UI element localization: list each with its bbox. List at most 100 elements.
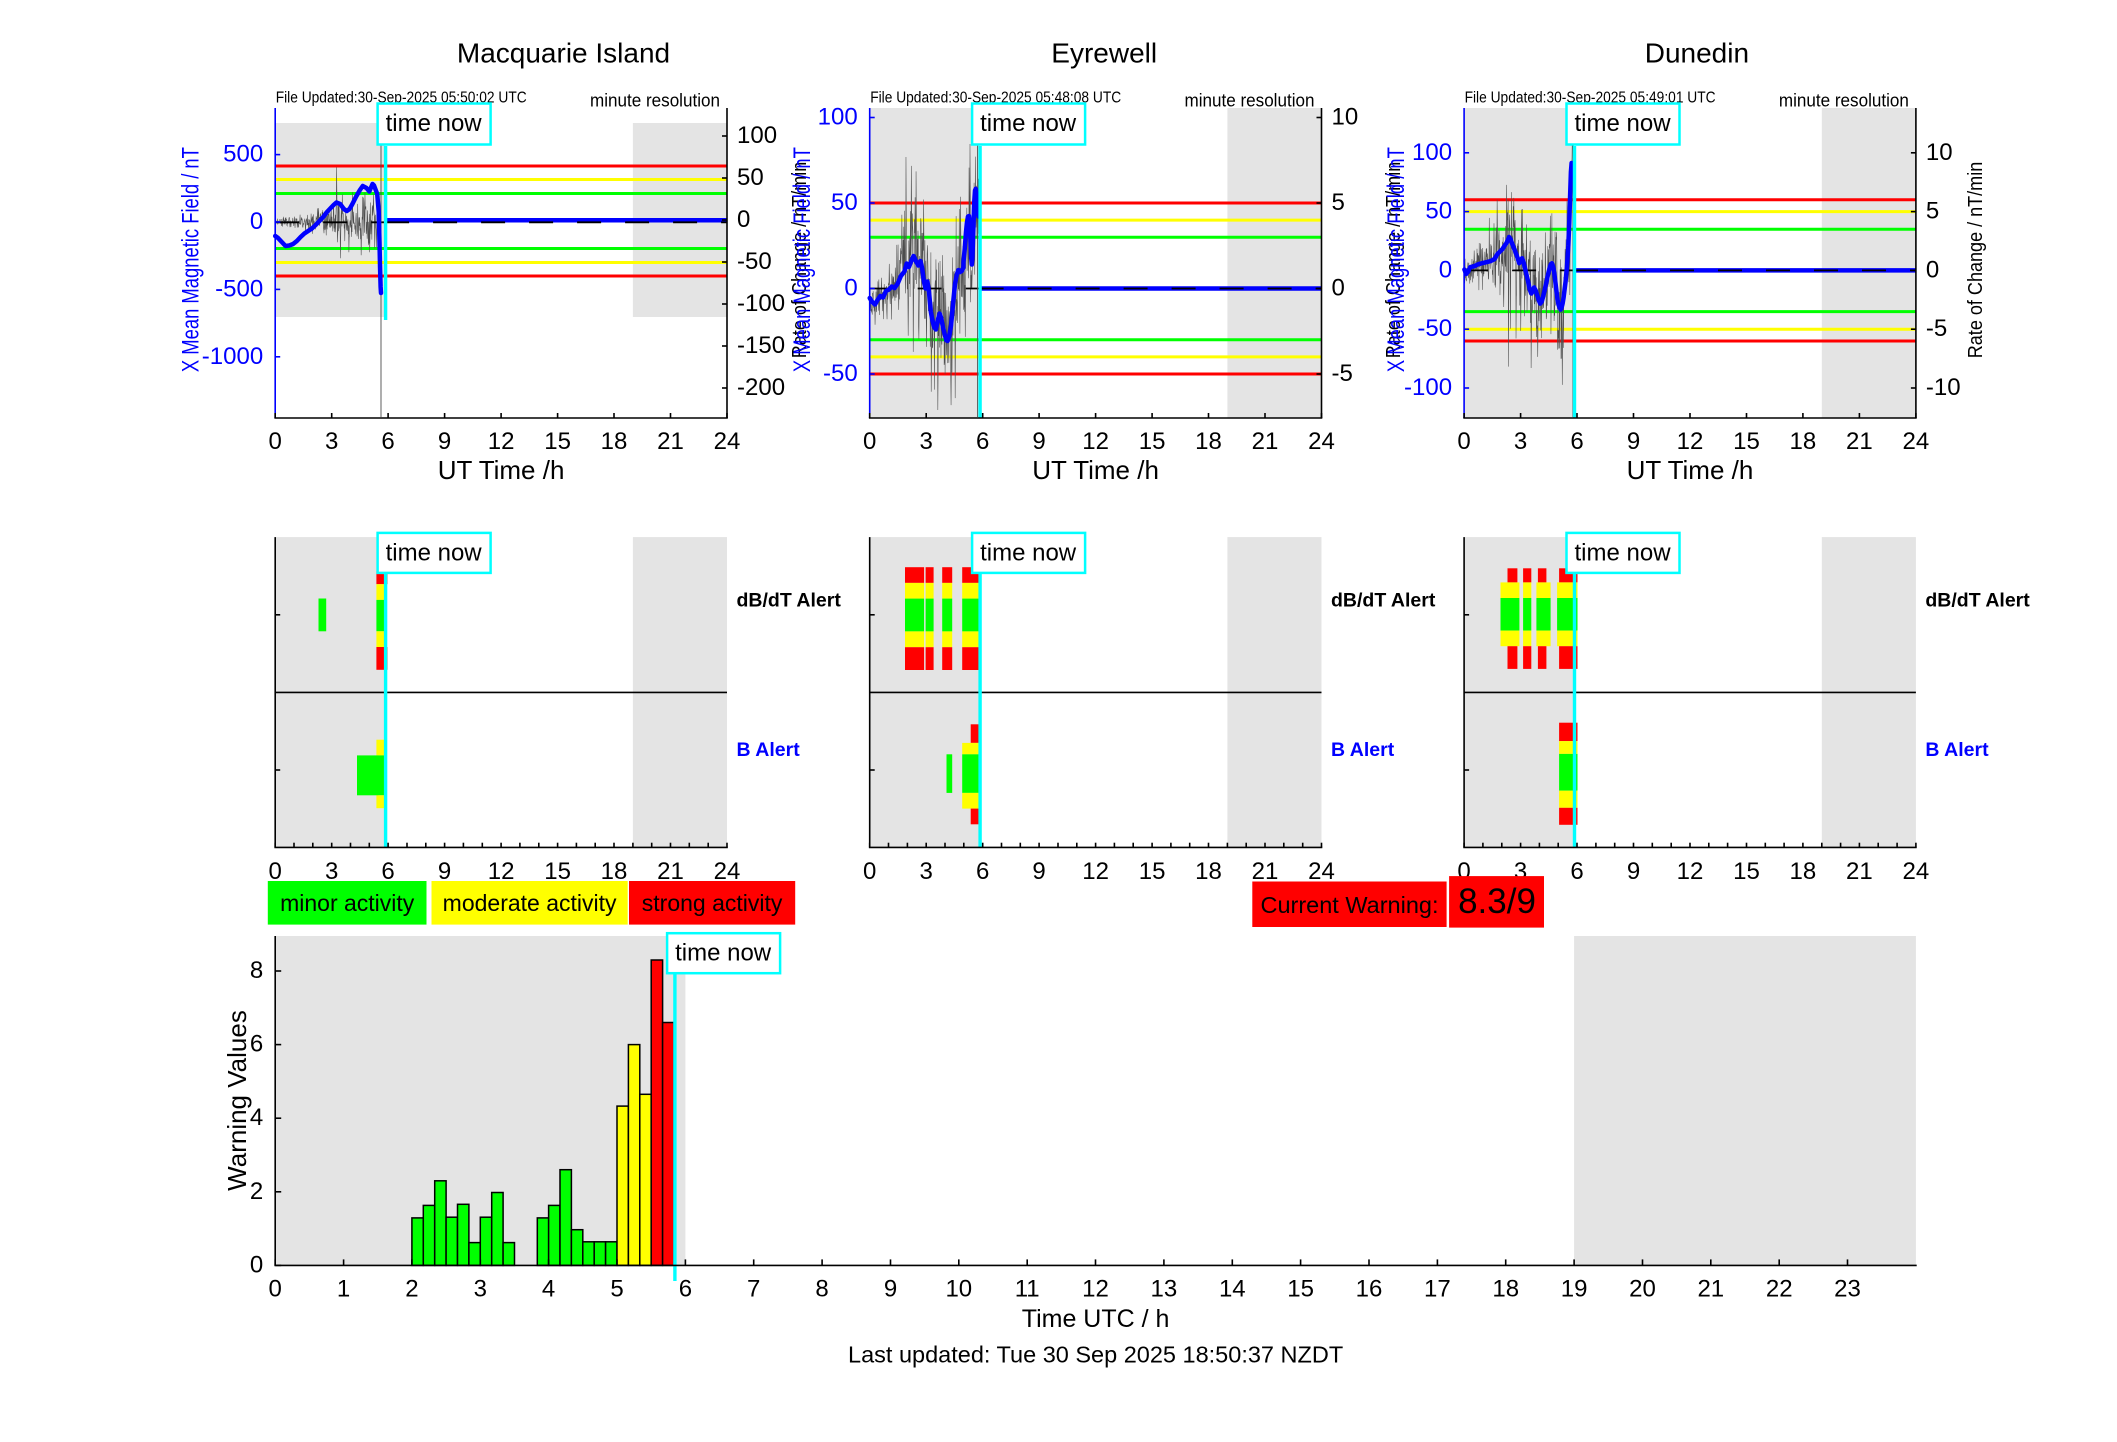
svg-text:23: 23 [1834, 1276, 1861, 1303]
svg-text:UT Time /h: UT Time /h [438, 455, 565, 485]
svg-text:15: 15 [1139, 858, 1166, 885]
svg-text:UT Time /h: UT Time /h [1032, 455, 1159, 485]
svg-text:8.3/9: 8.3/9 [1458, 882, 1536, 921]
svg-text:-10: -10 [1926, 374, 1961, 401]
svg-text:24: 24 [1308, 428, 1335, 455]
svg-text:8: 8 [815, 1276, 828, 1303]
svg-text:time now: time now [980, 539, 1077, 566]
svg-text:12: 12 [488, 428, 515, 455]
svg-text:50: 50 [831, 189, 858, 216]
svg-text:21: 21 [1697, 1276, 1724, 1303]
svg-text:-100: -100 [1404, 374, 1452, 401]
svg-text:21: 21 [657, 428, 684, 455]
svg-text:6: 6 [1570, 858, 1583, 885]
svg-text:13: 13 [1151, 1276, 1178, 1303]
svg-text:20: 20 [1629, 1276, 1656, 1303]
svg-text:minor activity: minor activity [280, 890, 415, 916]
svg-text:6: 6 [976, 858, 989, 885]
svg-text:-200: -200 [737, 374, 785, 401]
svg-text:24: 24 [1308, 858, 1335, 885]
svg-text:Rate of Change / nT/min: Rate of Change / nT/min [1383, 162, 1405, 359]
svg-text:-50: -50 [737, 248, 772, 275]
svg-text:18: 18 [1195, 428, 1222, 455]
svg-text:17: 17 [1424, 1276, 1451, 1303]
svg-text:100: 100 [1412, 139, 1452, 166]
svg-text:18: 18 [601, 428, 628, 455]
svg-text:B Alert: B Alert [1925, 739, 1989, 761]
svg-text:-5: -5 [1926, 315, 1947, 342]
svg-text:10: 10 [1926, 139, 1953, 166]
svg-text:15: 15 [544, 858, 571, 885]
svg-text:22: 22 [1766, 1276, 1793, 1303]
svg-text:24: 24 [714, 858, 741, 885]
svg-text:0: 0 [844, 275, 857, 302]
svg-text:9: 9 [438, 428, 451, 455]
svg-text:18: 18 [601, 858, 628, 885]
svg-text:-150: -150 [737, 332, 785, 359]
svg-text:Time UTC / h: Time UTC / h [1022, 1305, 1170, 1333]
svg-text:21: 21 [1252, 428, 1279, 455]
svg-text:0: 0 [250, 208, 263, 235]
svg-text:15: 15 [1287, 1276, 1314, 1303]
svg-text:Macquarie Island: Macquarie Island [457, 38, 670, 69]
svg-text:dB/dT Alert: dB/dT Alert [737, 590, 842, 612]
svg-text:12: 12 [1082, 428, 1109, 455]
svg-text:B Alert: B Alert [737, 739, 801, 761]
svg-text:6: 6 [381, 428, 394, 455]
svg-text:0: 0 [269, 858, 282, 885]
svg-text:dB/dT Alert: dB/dT Alert [1331, 590, 1436, 612]
svg-text:12: 12 [488, 858, 515, 885]
svg-text:time now: time now [386, 110, 483, 137]
svg-text:-50: -50 [823, 360, 858, 387]
svg-text:-50: -50 [1417, 315, 1452, 342]
svg-text:5: 5 [1332, 189, 1345, 216]
svg-text:X Mean Magnetic Field / nT: X Mean Magnetic Field / nT [1383, 147, 1410, 372]
svg-text:8: 8 [250, 957, 263, 984]
svg-text:15: 15 [544, 428, 571, 455]
svg-text:Dunedin: Dunedin [1645, 38, 1749, 69]
svg-text:0: 0 [250, 1251, 263, 1278]
svg-text:21: 21 [657, 858, 684, 885]
svg-text:3: 3 [325, 428, 338, 455]
svg-text:10: 10 [945, 1276, 972, 1303]
svg-text:time now: time now [1575, 539, 1672, 566]
svg-text:6: 6 [1570, 428, 1583, 455]
svg-text:9: 9 [1627, 858, 1640, 885]
svg-text:5: 5 [610, 1276, 623, 1303]
svg-text:0: 0 [269, 1276, 282, 1303]
svg-text:10: 10 [1332, 104, 1359, 131]
svg-text:0: 0 [1926, 256, 1939, 283]
svg-text:5: 5 [1926, 198, 1939, 225]
svg-text:time now: time now [980, 110, 1077, 137]
svg-text:-500: -500 [215, 275, 263, 302]
svg-text:12: 12 [1677, 428, 1704, 455]
svg-text:100: 100 [818, 104, 858, 131]
svg-text:Eyrewell: Eyrewell [1051, 38, 1157, 69]
svg-text:9: 9 [1032, 428, 1045, 455]
svg-text:21: 21 [1846, 428, 1873, 455]
svg-text:B Alert: B Alert [1331, 739, 1395, 761]
svg-text:11: 11 [1015, 1276, 1040, 1303]
svg-text:18: 18 [1195, 858, 1222, 885]
svg-text:0: 0 [269, 428, 282, 455]
svg-text:0: 0 [863, 428, 876, 455]
svg-text:-1000: -1000 [202, 343, 263, 370]
svg-text:0: 0 [1332, 275, 1345, 302]
svg-text:1: 1 [337, 1276, 350, 1303]
svg-text:21: 21 [1252, 858, 1279, 885]
svg-text:4: 4 [250, 1104, 263, 1131]
svg-text:500: 500 [223, 141, 263, 168]
svg-text:100: 100 [737, 122, 777, 149]
svg-text:3: 3 [920, 858, 933, 885]
svg-text:X Mean Magnetic Field / nT: X Mean Magnetic Field / nT [178, 147, 205, 372]
svg-text:4: 4 [542, 1276, 555, 1303]
svg-text:18: 18 [1492, 1276, 1519, 1303]
svg-text:18: 18 [1790, 858, 1817, 885]
svg-text:time now: time now [1575, 110, 1672, 137]
svg-text:Rate of Change / nT/min: Rate of Change / nT/min [1965, 162, 1987, 359]
svg-text:dB/dT Alert: dB/dT Alert [1925, 590, 2030, 612]
svg-text:6: 6 [976, 428, 989, 455]
svg-text:12: 12 [1082, 858, 1109, 885]
svg-text:Last updated: Tue 30 Sep 2025: Last updated: Tue 30 Sep 2025 18:50:37 N… [848, 1342, 1343, 1368]
svg-text:50: 50 [737, 164, 764, 191]
